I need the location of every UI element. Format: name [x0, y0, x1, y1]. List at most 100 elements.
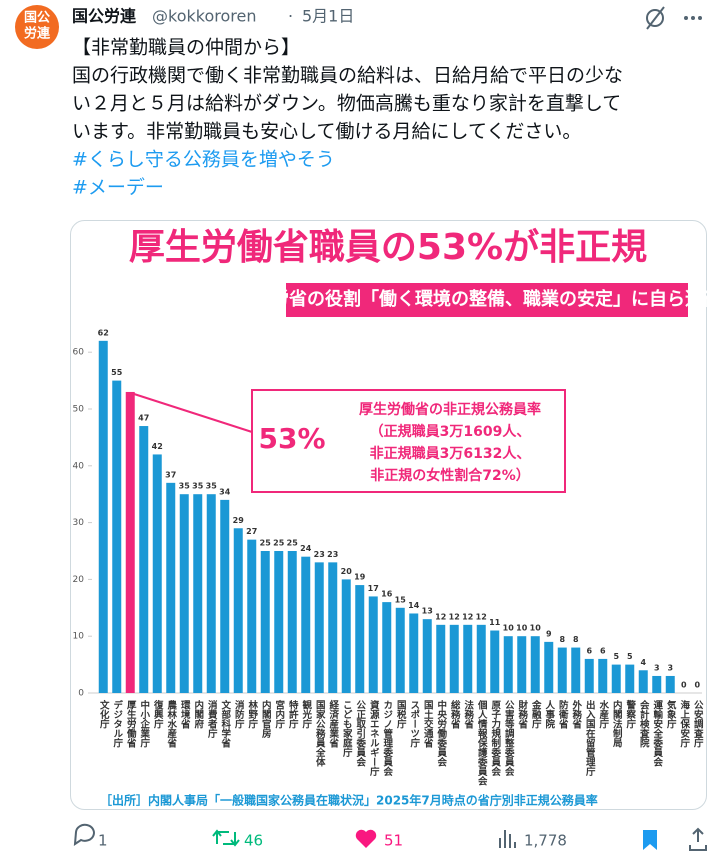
x-tick-label: スポーツ庁	[408, 700, 421, 748]
x-tick-label: 文部科学省	[219, 699, 232, 748]
bar	[395, 607, 405, 693]
value-label: 10	[516, 624, 528, 633]
x-tick-label: 復興庁	[152, 699, 165, 729]
x-tick-label: 国土交通省	[422, 700, 435, 748]
y-tick-label: 0	[78, 689, 84, 699]
bar	[220, 499, 230, 693]
value-label: 19	[354, 573, 366, 582]
x-tick-label: デジタル庁	[111, 699, 124, 748]
avatar-text: 労連	[24, 26, 51, 42]
x-tick-label: 消費者庁	[206, 699, 219, 739]
x-tick-label: 内閣府	[192, 699, 204, 729]
bar	[179, 494, 189, 693]
value-label: 25	[273, 539, 285, 548]
x-tick-label: 人事院	[543, 699, 555, 729]
x-tick-label: 金融庁	[530, 699, 543, 729]
bar	[193, 494, 203, 693]
annotation-text: 非正規の女性割合72%）	[370, 467, 530, 484]
bar	[206, 494, 216, 693]
bar	[341, 579, 351, 693]
bar	[260, 551, 270, 693]
reply-count[interactable]: 1	[98, 832, 108, 850]
x-tick-label: 林野庁	[246, 699, 259, 729]
annotation-text: 厚生労働省の非正規公務員率	[359, 401, 541, 418]
y-tick-label: 50	[73, 405, 85, 415]
bar	[314, 562, 324, 693]
hashtag[interactable]: #メーデー	[72, 177, 164, 199]
bar	[571, 647, 581, 693]
bar	[112, 380, 122, 693]
value-label: 4	[640, 658, 646, 667]
bar	[422, 619, 432, 693]
value-label: 35	[179, 482, 191, 491]
x-tick-label: 資源エネルギー庁	[368, 699, 381, 777]
value-label: 55	[111, 368, 123, 377]
subtitle-band	[286, 283, 688, 317]
bar	[530, 636, 540, 693]
x-tick-label: 総務省	[449, 699, 462, 729]
value-label: 47	[138, 414, 149, 423]
value-label: 15	[395, 595, 407, 604]
reply-icon[interactable]	[73, 823, 95, 846]
x-tick-label: 国税庁	[395, 700, 408, 729]
x-tick-label: こども家庭庁	[341, 700, 354, 758]
bar	[247, 539, 257, 693]
value-label: 16	[381, 590, 393, 599]
value-label: 10	[503, 624, 515, 633]
value-label: 6	[586, 646, 592, 655]
value-label: 13	[422, 607, 433, 616]
value-label: 9	[546, 629, 552, 638]
value-label: 34	[219, 487, 231, 496]
retweet-count[interactable]: 46	[244, 832, 263, 850]
bar	[139, 426, 149, 693]
x-tick-label: カジノ管理委員会	[381, 700, 394, 777]
annotation-text: 非正規職員3万6132人、	[370, 445, 531, 462]
bar	[665, 675, 675, 693]
bookmark-icon[interactable]	[643, 830, 657, 850]
bar	[355, 585, 365, 693]
value-label: 25	[260, 539, 272, 548]
value-label: 0	[694, 681, 700, 690]
x-tick-label: 運輸安全委員会	[651, 700, 664, 767]
like-icon[interactable]	[355, 829, 377, 848]
user-name[interactable]: 国公労連	[72, 7, 137, 26]
source: ［出所］内閣人事局「一般職国家公務員在職状況」2025年7月時点の省庁別非正規公…	[100, 793, 598, 808]
x-tick-label: 宮内庁	[273, 699, 286, 729]
x-tick-label: 公害等調整委員会	[503, 700, 516, 777]
annotation-line	[130, 392, 253, 433]
value-label: 6	[600, 646, 606, 655]
x-tick-label: 経済産業省	[327, 699, 340, 748]
y-tick-label: 10	[73, 632, 85, 642]
like-count[interactable]: 51	[384, 832, 403, 850]
x-tick-label: 気象庁	[665, 699, 678, 729]
date[interactable]: 5月1日	[302, 7, 354, 26]
bar	[544, 641, 554, 693]
bar	[557, 647, 567, 693]
bar	[517, 636, 527, 693]
views-icon[interactable]	[499, 830, 516, 848]
value-label: 11	[489, 618, 501, 627]
view-count[interactable]: 1,778	[524, 832, 567, 850]
bar	[152, 454, 162, 693]
retweet-icon[interactable]	[212, 829, 240, 847]
grok-icon[interactable]	[646, 6, 665, 30]
value-label: 62	[98, 328, 109, 337]
x-tick-label: 水産庁	[597, 699, 610, 729]
x-tick-label: 消防庁	[233, 699, 246, 729]
value-label: 35	[206, 482, 218, 491]
handle[interactable]: @kokkororen	[152, 7, 256, 26]
hashtag[interactable]: #くらし守る公務員を増やそう	[72, 149, 335, 171]
value-label: 23	[314, 550, 325, 559]
annotation-big: 53%	[258, 422, 325, 455]
share-icon[interactable]	[689, 827, 707, 851]
bar	[328, 562, 338, 693]
value-label: 12	[462, 612, 473, 621]
bar	[274, 551, 284, 693]
value-label: 35	[192, 482, 204, 491]
more-icon[interactable]	[684, 16, 702, 20]
bar	[368, 596, 378, 693]
tweet-text: います。非常勤職員も安心して働ける月給にしてください。	[72, 121, 581, 143]
avatar[interactable]	[15, 5, 59, 49]
value-label: 20	[341, 567, 353, 576]
value-label: 17	[368, 584, 379, 593]
